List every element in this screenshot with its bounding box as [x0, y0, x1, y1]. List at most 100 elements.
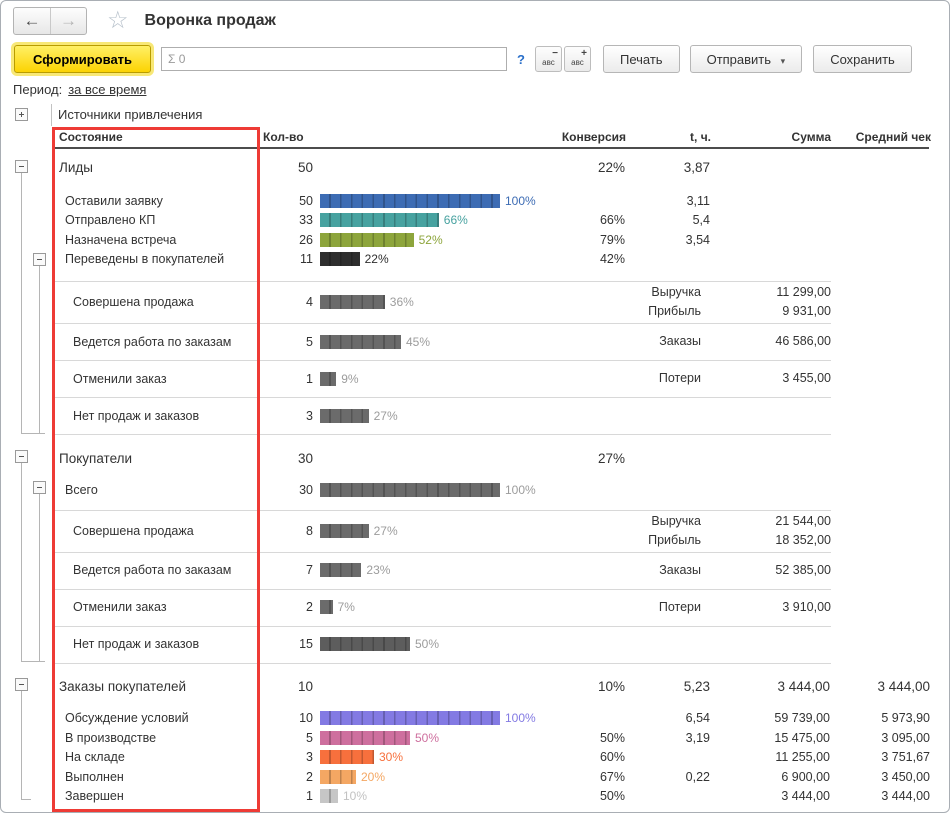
- table-row[interactable]: Отменили заказ 1 9% Потери 3 455,00: [53, 360, 929, 397]
- save-button[interactable]: Сохранить: [813, 45, 912, 73]
- column-header-sum[interactable]: Сумма: [791, 130, 831, 144]
- column-header-avg[interactable]: Средний чек: [855, 130, 931, 144]
- time-value: 3,19: [685, 730, 710, 745]
- funnel-bar: [320, 730, 410, 745]
- funnel-bar: [320, 334, 401, 349]
- qty-value: 5: [306, 334, 313, 349]
- qty-value: 1: [306, 789, 313, 804]
- print-button[interactable]: Печать: [602, 45, 680, 73]
- sum-field[interactable]: [161, 47, 508, 71]
- sum-value: 3 444,00: [781, 789, 830, 804]
- sum-value: 15 475,00: [774, 730, 830, 745]
- metric-value: 18 352,00: [775, 532, 831, 547]
- state-label: Нет продаж и заказов: [73, 637, 200, 651]
- increase-font-button[interactable]: авс +: [563, 46, 591, 72]
- table-row[interactable]: Совершена продажа 4 36% Выручка 11 299,00…: [53, 281, 929, 323]
- group-label: Покупатели: [59, 450, 133, 466]
- table-row-group-zakazy[interactable]: Заказы покупателей 10 10% 5,23 3 444,00 …: [53, 671, 930, 703]
- send-button[interactable]: Отправить ▾: [689, 45, 803, 73]
- table-row[interactable]: Нет продаж и заказов 3 27%: [53, 397, 929, 435]
- funnel-bar: [320, 711, 500, 726]
- tree-line: [21, 799, 31, 800]
- time-value: 5,4: [692, 213, 710, 228]
- expand-icon-root[interactable]: [15, 108, 28, 121]
- decrease-font-button[interactable]: авс −: [534, 46, 562, 72]
- metrics: Заказы 52 385,00: [519, 561, 831, 580]
- avg-value: 3 450,00: [881, 769, 930, 784]
- table-row[interactable]: На складе 3 30% 60% 11 255,00 3 751,67: [53, 748, 930, 768]
- collapse-icon-vsego[interactable]: [33, 481, 46, 494]
- table-row-group-pokupateli[interactable]: Покупатели 30 27%: [53, 442, 929, 474]
- funnel-bar: [320, 252, 360, 267]
- minus-icon: −: [552, 48, 558, 59]
- table-row[interactable]: Всего 30 100%: [53, 480, 929, 500]
- table-row[interactable]: Ведется работа по заказам 5 45% Заказы 46…: [53, 323, 929, 360]
- generate-button[interactable]: Сформировать: [14, 45, 152, 73]
- state-label: Оставили заявку: [65, 193, 163, 208]
- metrics: Потери 3 910,00: [519, 598, 831, 617]
- table-row[interactable]: Завершен 1 10% 50% 3 444,00 3 444,00: [53, 787, 930, 807]
- collapse-icon-perevedeny[interactable]: [33, 253, 46, 266]
- metric-name: Потери: [658, 599, 701, 614]
- pct-label: 20%: [361, 769, 386, 784]
- metrics: Выручка 21 544,00 Прибыль 18 352,00: [519, 512, 831, 550]
- period-row: Период: за все время: [1, 77, 949, 102]
- collapse-icon-lidy[interactable]: [15, 160, 28, 173]
- metric-value: 46 586,00: [775, 334, 831, 348]
- state-label: Обсуждение условий: [65, 711, 189, 726]
- qty-value: 2: [306, 769, 313, 784]
- column-header-state[interactable]: Состояние: [59, 130, 123, 144]
- state-rows: Всего 30 100%: [53, 480, 929, 500]
- tree-line: [39, 494, 40, 661]
- time-value: 0,22: [685, 769, 710, 784]
- state-label: Переведены в покупателей: [65, 252, 225, 267]
- table-row[interactable]: Выполнен 2 20% 67% 0,22 6 900,00 3 450,0…: [53, 767, 930, 787]
- page-title: Воронка продаж: [144, 12, 276, 29]
- table-row[interactable]: Совершена продажа 8 27% Выручка 21 544,00…: [53, 509, 929, 552]
- avg-value: 3 444,00: [877, 679, 930, 694]
- time-value: 3,54: [685, 232, 710, 247]
- qty-value: 11: [300, 252, 313, 267]
- favorite-star-icon[interactable]: ☆: [107, 7, 129, 34]
- pct-label: 100%: [505, 711, 536, 726]
- qty-value: 30: [299, 482, 313, 497]
- table-row[interactable]: Отменили заказ 2 7% Потери 3 910,00: [53, 588, 929, 626]
- period-link[interactable]: за все время: [68, 82, 147, 97]
- collapse-icon-pokupateli[interactable]: [15, 450, 28, 463]
- column-header-qty[interactable]: Кол-во: [263, 130, 304, 144]
- funnel-bar: [320, 232, 414, 247]
- table-row[interactable]: Обсуждение условий 10 100% 6,54 59 739,0…: [53, 709, 930, 729]
- table-row[interactable]: Назначена встреча 26 52% 79% 3,54: [53, 230, 929, 250]
- pct-label: 22%: [364, 252, 389, 267]
- nav-button-group: ← →: [13, 7, 87, 35]
- table-row-group-lidy[interactable]: Лиды 50 22% 3,87: [53, 151, 929, 183]
- conversion-value: 22%: [597, 159, 625, 175]
- table-row[interactable]: Отправлено КП 33 66% 66% 5,4: [53, 211, 929, 231]
- state-label: Нет продаж и заказов: [73, 408, 200, 423]
- table-row[interactable]: В производстве 5 50% 50% 3,19 15 475,00 …: [53, 728, 930, 748]
- pct-label: 45%: [406, 334, 431, 349]
- block-rows: Совершена продажа 8 27% Выручка 21 544,00…: [53, 509, 929, 664]
- table-row[interactable]: Переведены в покупателей 11 22% 42%: [53, 250, 929, 270]
- table-row[interactable]: Оставили заявку 50 100% 3,11: [53, 191, 929, 211]
- collapse-icon-zakazy[interactable]: [15, 678, 28, 691]
- qty-value: 15: [299, 637, 313, 651]
- column-header-conversion[interactable]: Конверсия: [561, 130, 626, 144]
- qty-value: 50: [299, 193, 313, 208]
- qty-value: 50: [297, 159, 313, 175]
- report-toolbar: Сформировать ? авс − авс + Печать Отправ…: [1, 41, 949, 77]
- state-label: Отправлено КП: [65, 213, 156, 228]
- state-label: Назначена встреча: [65, 232, 177, 247]
- metric-name: Заказы: [659, 334, 701, 348]
- table-row[interactable]: Ведется работа по заказам 7 23% Заказы 52…: [53, 551, 929, 589]
- forward-button[interactable]: →: [50, 8, 86, 34]
- table-row[interactable]: Нет продаж и заказов 15 50%: [53, 625, 929, 664]
- funnel-bar: [320, 563, 362, 577]
- conversion-value: 67%: [599, 769, 625, 784]
- avg-value: 3 751,67: [881, 750, 930, 765]
- back-button[interactable]: ←: [14, 8, 50, 34]
- funnel-bar: [320, 371, 337, 386]
- qty-value: 3: [306, 408, 313, 423]
- help-icon[interactable]: ?: [517, 51, 525, 67]
- column-header-time[interactable]: t, ч.: [690, 130, 711, 144]
